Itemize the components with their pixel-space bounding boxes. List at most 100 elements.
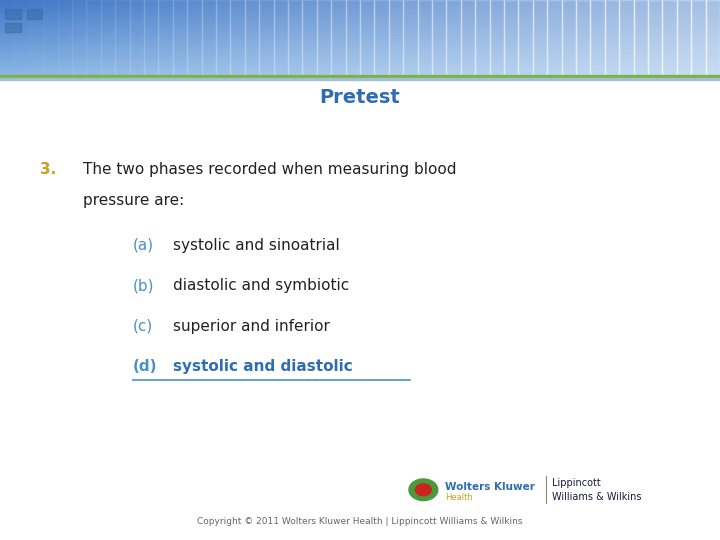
Bar [0,56,720,57]
Bar [0,27,720,28]
Bar [403,0,418,75]
Bar [706,0,720,75]
Bar [302,0,317,75]
Bar [0,11,720,12]
Bar [158,0,173,75]
Bar [0,67,720,68]
Bar [0,51,720,52]
Bar [0,3,720,4]
Bar [0,42,720,43]
Bar [0,60,720,61]
Bar [317,0,331,75]
Bar [5,9,21,19]
Bar [101,0,115,75]
Bar [0,75,720,78]
Bar [0,26,720,27]
Bar [0,10,720,11]
Bar [374,0,389,75]
Text: 3.: 3. [40,162,56,177]
Bar [0,29,720,30]
Circle shape [409,479,438,501]
Bar [0,53,720,55]
Bar [0,0,720,1]
Bar [0,73,720,74]
Bar [0,74,720,75]
Bar [0,44,720,45]
Bar [0,37,720,38]
Bar [144,0,158,75]
Bar [0,69,720,70]
Bar [677,0,691,75]
Bar [72,0,86,75]
Bar [518,0,533,75]
Bar [187,0,202,75]
Bar [0,43,720,44]
Bar [648,0,662,75]
Bar [0,8,720,9]
Bar [0,35,720,36]
Bar [547,0,562,75]
Bar [0,66,720,67]
Text: systolic and sinoatrial: systolic and sinoatrial [173,238,340,253]
Bar [27,9,42,19]
Bar [274,0,288,75]
Bar [389,0,403,75]
Bar [0,25,720,26]
Bar [360,0,374,75]
Bar [0,19,720,20]
Bar [58,0,72,75]
Bar [0,71,720,72]
Bar [0,18,720,19]
Bar [0,9,720,10]
Text: Lippincott
Williams & Wilkins: Lippincott Williams & Wilkins [552,478,641,502]
Bar [562,0,576,75]
Bar [5,23,21,32]
Text: superior and inferior: superior and inferior [173,319,330,334]
Bar [14,0,29,75]
Text: Wolters Kluwer: Wolters Kluwer [445,482,535,491]
Bar [0,78,720,80]
Bar [504,0,518,75]
Bar [0,14,720,15]
Bar [0,5,720,6]
Bar [0,31,720,32]
Text: (a): (a) [133,238,154,253]
Bar [475,0,490,75]
Bar [0,62,720,63]
Bar [490,0,504,75]
Bar [130,0,144,75]
Bar [0,72,720,73]
Bar [0,47,720,48]
Bar [0,22,720,23]
Bar [0,58,720,59]
Text: Pretest: Pretest [320,87,400,107]
Bar [461,0,475,75]
Bar [0,0,14,75]
Bar [0,33,720,34]
Bar [0,38,720,39]
Bar [0,16,720,17]
Bar [446,0,461,75]
Circle shape [415,484,431,496]
Bar [0,52,720,53]
Text: diastolic and symbiotic: diastolic and symbiotic [173,278,349,293]
Bar [0,34,720,35]
Text: (d): (d) [133,359,158,374]
Bar [432,0,446,75]
Bar [29,0,43,75]
Bar [0,17,720,18]
Bar [418,0,432,75]
Text: The two phases recorded when measuring blood: The two phases recorded when measuring b… [83,162,456,177]
Text: systolic and diastolic: systolic and diastolic [173,359,353,374]
Bar [691,0,706,75]
Text: Health: Health [445,493,473,502]
Bar [259,0,274,75]
Bar [0,40,720,41]
Bar [0,39,720,40]
Bar [0,50,720,51]
Bar [619,0,634,75]
Bar [0,32,720,33]
Text: Copyright © 2011 Wolters Kluwer Health | Lippincott Williams & Wilkins: Copyright © 2011 Wolters Kluwer Health |… [197,517,523,526]
Bar [86,0,101,75]
Bar [0,68,720,69]
